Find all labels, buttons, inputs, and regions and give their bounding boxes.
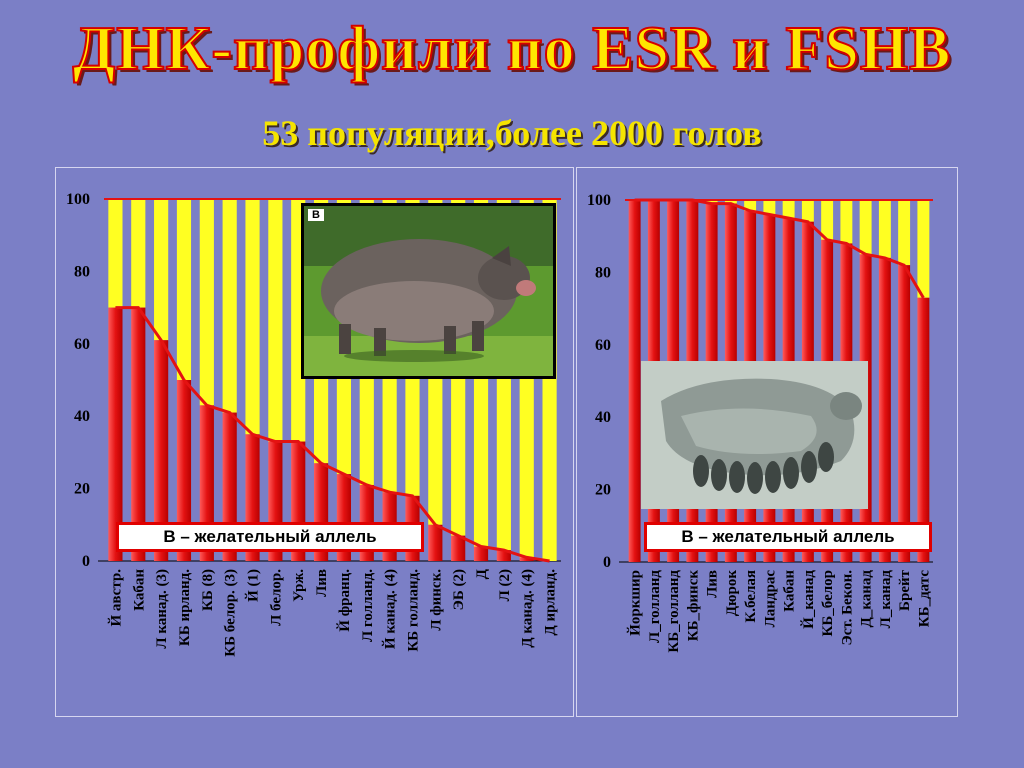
bar-segment-other: [724, 200, 737, 204]
y-tick-label: 60: [595, 337, 611, 354]
y-tick-label: 100: [66, 191, 90, 208]
sow-with-piglets-photo: [641, 361, 868, 509]
x-category-label: Дюрок: [724, 570, 740, 617]
bar-segment-other: [782, 200, 795, 219]
x-category-label: Брейт: [897, 569, 913, 611]
x-category-label: КБ_финск: [685, 570, 701, 642]
bar-segment-allele-b: [473, 546, 489, 561]
legend-desirable-allele-right: В – желательный аллель: [644, 522, 932, 552]
bar-segment-allele-b: [628, 200, 641, 562]
x-category-label: Д канад. (4): [520, 569, 536, 648]
y-tick-label: 40: [74, 408, 90, 425]
x-category-label: КБ_голланд: [666, 570, 682, 653]
x-category-label: Лив: [705, 570, 721, 598]
x-category-label: КБ_белор: [820, 570, 836, 637]
y-tick-label: 100: [587, 192, 611, 209]
bar-segment-other: [245, 199, 260, 435]
bar-segment-allele-b: [898, 265, 911, 562]
x-category-label: К.белая: [743, 570, 759, 623]
y-tick-label: 20: [595, 482, 611, 499]
x-category-label: Л_голланд: [647, 570, 663, 643]
x-category-label: КБ белор. (3): [223, 569, 239, 657]
bar-segment-allele-b: [131, 307, 146, 561]
x-category-label: Й_канад: [800, 570, 817, 629]
y-tick-label: 60: [74, 336, 90, 353]
x-category-label: Ландрас: [762, 570, 778, 628]
x-category-label: КБ (8): [200, 569, 216, 611]
y-tick-label: 20: [74, 481, 90, 498]
pig-photo-meishan: B: [301, 203, 556, 379]
x-category-label: Й (1): [245, 569, 262, 602]
x-category-label: Л финск.: [428, 569, 444, 631]
bar-segment-allele-b: [917, 297, 930, 562]
x-category-label: Лив: [314, 569, 330, 597]
bar-segment-other: [108, 199, 123, 308]
fshb-chart-panel: 0 20 40 60 80 100 Йоркшир Л_голланд КБ_голланд КБ…: [576, 167, 958, 717]
y-tick-label: 0: [82, 553, 90, 570]
x-category-label: Й австр.: [107, 569, 124, 627]
allele-b-trend-line: [115, 306, 550, 563]
bar-segment-other: [176, 199, 192, 380]
y-tick-label: 80: [74, 263, 90, 280]
x-category-label: Д ирланд.: [543, 569, 559, 636]
bar-segment-allele-b: [428, 524, 443, 561]
bar-segment-other: [917, 200, 930, 298]
slide-subtitle: 53 популяции,более 2000 голов: [262, 113, 762, 153]
y-tick-label: 0: [603, 554, 611, 571]
x-category-label: ЭБ (2): [451, 569, 467, 610]
x-category-label: Кабан: [782, 570, 798, 612]
bar-segment-other: [268, 199, 283, 442]
bar-segment-other: [763, 200, 776, 215]
bar-segment-other: [744, 200, 757, 211]
esr-chart-panel: 0 20 40 60 80 100 Й австр. Кабан Л канад. (3) КБ …: [55, 167, 574, 717]
bar-segment-other: [199, 199, 214, 406]
x-category-label: КБ_датс: [916, 570, 932, 628]
bar-segment-other: [705, 200, 718, 204]
bar-segment-other: [154, 199, 169, 341]
slide-title: ДНК-профили по ESR и FSHB: [72, 14, 952, 84]
x-category-label: Эст. Бекон.: [839, 570, 855, 646]
bar-segment-other: [131, 199, 146, 308]
bar-segment-other: [898, 200, 911, 266]
y-tick-label: 40: [595, 409, 611, 426]
x-category-label: Л_канад: [878, 570, 894, 629]
x-category-label: Л (2): [497, 569, 513, 601]
x-category-label: Йоркшир: [627, 570, 644, 636]
x-category-label: КБ голланд.: [405, 569, 421, 652]
x-category-label: Л голланд.: [360, 569, 376, 642]
x-category-label: Й франц.: [336, 569, 353, 632]
bar-segment-allele-b: [878, 257, 891, 562]
x-category-label: Й канад. (4): [382, 569, 399, 649]
bar-segment-other: [840, 200, 853, 244]
bar-segment-other: [878, 200, 891, 258]
x-category-label: Урж.: [291, 569, 307, 602]
bar-segment-allele-b: [451, 535, 466, 561]
sow-illustration: [641, 361, 868, 509]
x-category-label: Кабан: [131, 569, 147, 611]
x-category-label: Л канад. (3): [154, 569, 170, 649]
bar-segment-allele-b: [176, 380, 192, 561]
photo-label: B: [308, 209, 324, 221]
bar-segment-other: [821, 200, 834, 240]
bar-segment-allele-b: [496, 550, 511, 561]
bar-segment-other: [801, 200, 814, 222]
bar-segment-allele-b: [108, 307, 123, 561]
bar-segment-allele-b: [154, 340, 169, 561]
y-tick-label: 80: [595, 264, 611, 281]
x-category-label: Д: [474, 568, 490, 579]
x-category-label: Д_канад: [859, 570, 875, 628]
bar-segment-other: [222, 199, 237, 413]
pig-illustration: [304, 206, 553, 376]
x-category-label: Л белор.: [268, 569, 284, 626]
legend-desirable-allele: В – желательный аллель: [116, 522, 424, 552]
x-category-label: КБ ирланд.: [177, 569, 193, 646]
bar-segment-other: [859, 200, 872, 255]
bar-segment-allele-b: [519, 557, 534, 561]
